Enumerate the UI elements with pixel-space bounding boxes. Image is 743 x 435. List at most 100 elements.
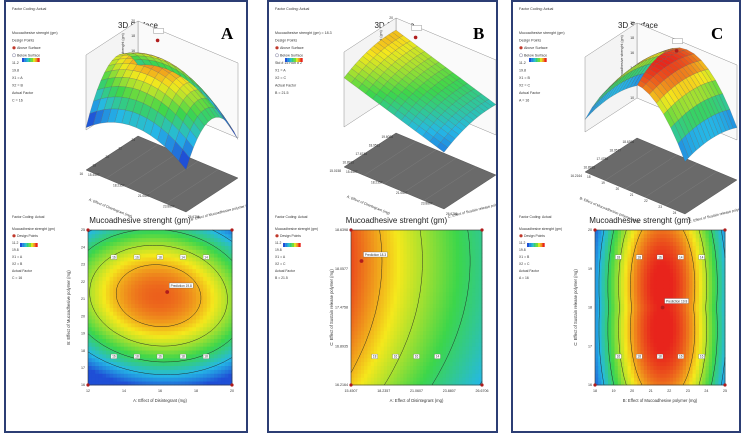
contour-cell <box>390 237 394 243</box>
contour-cell <box>436 326 440 332</box>
contour-cell <box>647 253 651 258</box>
contour-cell <box>419 245 424 250</box>
contour-cell <box>387 295 391 301</box>
contour-cell <box>640 323 645 328</box>
contour-cell <box>462 346 467 351</box>
design-point-swatch <box>12 234 16 238</box>
contour-cell <box>224 307 229 312</box>
contour-cell <box>705 377 710 382</box>
contour-cell <box>178 299 182 305</box>
contour-cell <box>426 257 430 262</box>
contour-cell <box>465 346 470 351</box>
contour-cell <box>145 357 150 363</box>
contour-cell <box>673 346 677 351</box>
contour-cell <box>95 253 100 258</box>
contour-cell <box>214 323 218 328</box>
contour-cell <box>452 284 457 289</box>
contour-cell <box>718 249 723 254</box>
contour-cell <box>647 357 651 363</box>
contour-cell <box>656 342 661 347</box>
contour-cell <box>357 311 362 316</box>
contour-cell <box>439 354 444 359</box>
contour-cell <box>627 257 632 262</box>
contour-cell <box>360 326 365 332</box>
contour-cell <box>383 276 388 281</box>
contour-cell <box>370 319 375 324</box>
contour-cell <box>113 326 118 332</box>
contour-cell <box>432 264 437 270</box>
contour-cell <box>647 323 651 328</box>
contour-cell <box>666 373 671 378</box>
contour-cell <box>702 233 706 239</box>
contour-cell <box>387 257 391 262</box>
contour-cell <box>113 245 118 250</box>
surface-info: X1 = B <box>519 76 530 80</box>
contour-cell <box>601 249 606 254</box>
contour-cell <box>611 323 615 328</box>
contour-cell <box>393 342 398 347</box>
contour-cell <box>449 299 453 305</box>
contour-cell <box>91 354 96 359</box>
contour-cell <box>621 292 625 297</box>
contour-cell <box>472 307 476 312</box>
contour-cell <box>595 292 599 297</box>
contour-cell <box>666 253 671 258</box>
contour-cell <box>196 280 200 285</box>
contour-cell <box>393 365 398 370</box>
contour-cell <box>449 350 453 355</box>
contour-cell <box>160 264 164 270</box>
contour-cell <box>178 323 182 328</box>
contour-cell <box>192 381 197 386</box>
contour-cell <box>167 315 172 320</box>
contour-cell <box>373 369 378 374</box>
contour-cell <box>393 330 398 336</box>
contour-cell <box>131 381 136 386</box>
contour-cell <box>650 280 654 285</box>
y-tick-label: 17.4758 <box>335 306 348 310</box>
contour-cell <box>400 268 404 274</box>
contour-cell <box>91 350 96 355</box>
contour-cell <box>614 284 619 289</box>
contour-cell <box>611 284 615 289</box>
contour-cell <box>163 249 168 254</box>
contour-cell <box>452 292 457 297</box>
contour-cell <box>630 365 635 370</box>
contour-cell <box>373 276 378 281</box>
contour-cell <box>109 330 114 336</box>
contour-cell <box>666 311 671 316</box>
contour-cell <box>109 373 114 378</box>
contour-cell <box>370 330 375 336</box>
contour-cell <box>373 381 378 386</box>
contour-cell <box>396 292 401 297</box>
contour-cell <box>643 377 648 382</box>
contour-cell <box>608 346 612 351</box>
contour-cell <box>604 369 609 374</box>
contour-cell <box>699 346 703 351</box>
contour-info: Actual Factor <box>12 269 33 273</box>
contour-cell <box>643 381 648 386</box>
contour-cell <box>666 261 671 266</box>
contour-cell <box>142 288 146 293</box>
contour-cell <box>702 237 706 243</box>
contour-cell <box>634 299 638 305</box>
contour-cell <box>396 338 401 343</box>
contour-cell <box>432 307 437 312</box>
contour-cell <box>351 319 355 324</box>
contour-cell <box>192 346 197 351</box>
contour-cell <box>413 249 417 254</box>
contour-cell <box>647 292 651 297</box>
contour-cell <box>387 288 391 293</box>
contour-cell <box>660 272 664 277</box>
contour-cell <box>682 361 687 367</box>
contour-cell <box>174 268 179 274</box>
contour-cell <box>702 315 706 320</box>
contour-cell <box>449 311 453 316</box>
contour-cell <box>442 342 447 347</box>
surface-info: Design Points <box>519 39 541 43</box>
contour-cell <box>439 338 444 343</box>
contour-cell <box>624 233 628 239</box>
contour-cell <box>413 261 417 266</box>
design-point <box>349 228 353 232</box>
contour-cell <box>611 354 615 359</box>
